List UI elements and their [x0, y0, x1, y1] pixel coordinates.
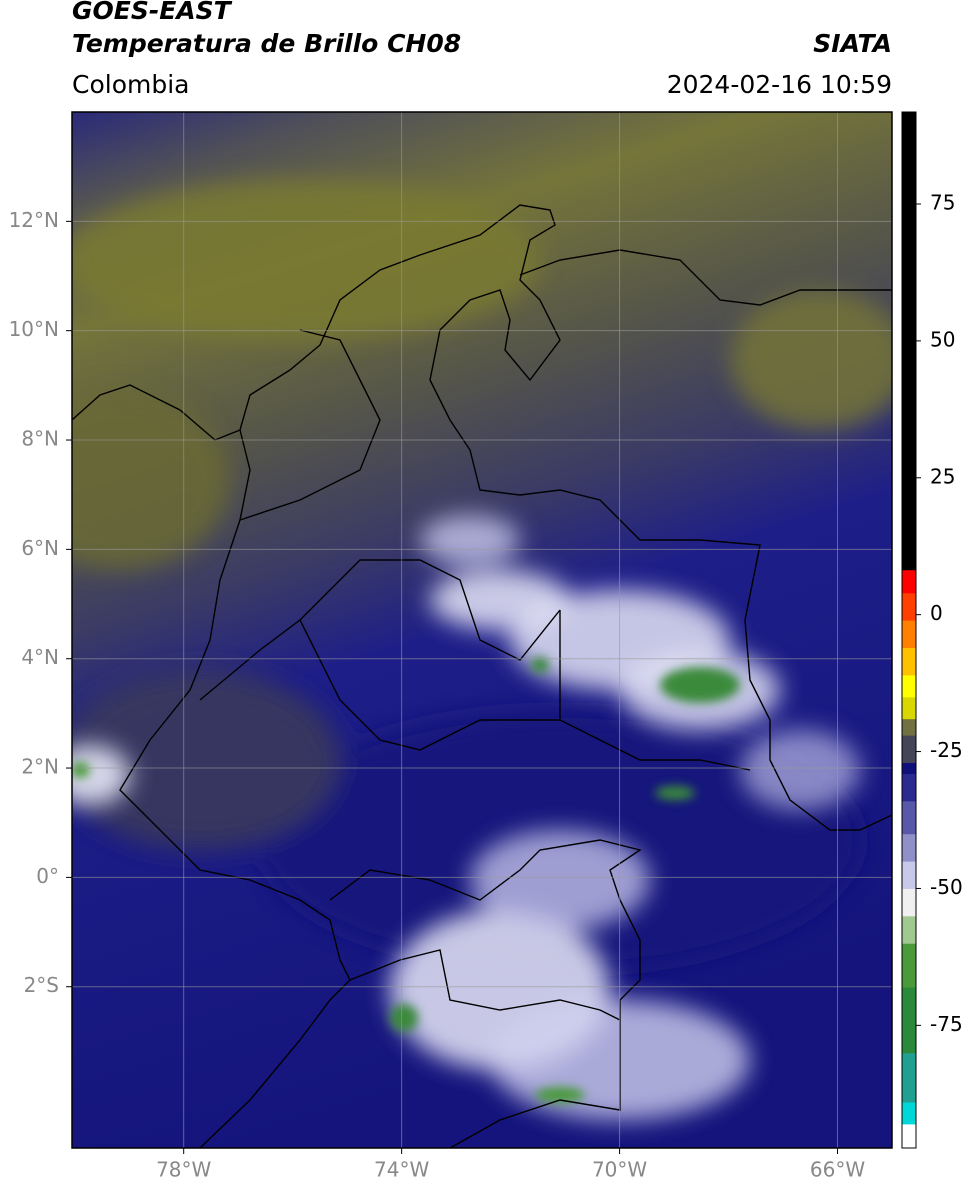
region-label: Colombia — [72, 70, 189, 99]
colorbar: 75 50 25 0 -25 -50 -75 — [901, 111, 963, 1149]
y-tick-label: 2°S — [24, 973, 59, 997]
y-tick-label: 2°N — [21, 755, 59, 779]
satellite-title: GOES-EAST — [72, 0, 233, 25]
x-tick-label: 70°W — [592, 1158, 647, 1182]
y-tick-label: 0° — [36, 864, 59, 888]
satellite-image — [72, 112, 892, 1148]
colorbar-segment — [902, 1052, 916, 1103]
colorbar-segment — [902, 833, 916, 862]
colorbar-segment — [902, 592, 916, 621]
colorbar-segment — [902, 1102, 916, 1125]
colorbar-segment — [902, 915, 916, 944]
grid — [72, 112, 892, 1148]
colorbar-segment — [902, 987, 916, 1054]
x-tick-label: 74°W — [374, 1158, 429, 1182]
colorbar-segment — [902, 762, 916, 774]
datetime-label: 2024-02-16 10:59 — [667, 70, 892, 99]
colorbar-segment — [902, 620, 916, 649]
product-title: Temperatura de Brillo CH08 — [72, 29, 461, 58]
colorbar-segment — [902, 696, 916, 720]
colorbar-segment — [902, 674, 916, 698]
y-tick-label: 12°N — [9, 208, 59, 232]
colorbar-segment — [902, 647, 916, 676]
x-tick-label: 78°W — [156, 1158, 211, 1182]
map-frame — [71, 111, 893, 1149]
colorbar-tick-label: 50 — [930, 327, 955, 351]
colorbar-segment — [902, 888, 916, 917]
y-tick-label: 6°N — [21, 536, 59, 560]
colorbar-tick-label: -75 — [930, 1012, 963, 1036]
source-label: SIATA — [813, 29, 892, 58]
colorbar-segment — [902, 569, 916, 594]
y-tick-label: 8°N — [21, 427, 59, 451]
colorbar-segment — [902, 112, 916, 571]
colorbar-tick-label: -25 — [930, 738, 963, 762]
colorbar-segment — [902, 943, 916, 988]
colorbar-frame — [901, 111, 917, 1149]
colorbar-segment — [902, 718, 916, 736]
y-tick-label: 10°N — [9, 317, 59, 341]
colorbar-segment — [902, 861, 916, 889]
colorbar-segment — [902, 800, 916, 835]
colorbar-tick-label: -50 — [930, 875, 963, 899]
colorbar-tick-label: 25 — [930, 464, 955, 488]
y-tick-label: 4°N — [21, 645, 59, 669]
colorbar-segment — [902, 735, 916, 764]
colorbar-tick-label: 0 — [930, 601, 943, 625]
colorbar-segment — [902, 773, 916, 802]
x-tick-label: 66°W — [810, 1158, 865, 1182]
colorbar-tick-label: 75 — [930, 190, 955, 214]
colorbar-segment — [902, 1123, 916, 1149]
